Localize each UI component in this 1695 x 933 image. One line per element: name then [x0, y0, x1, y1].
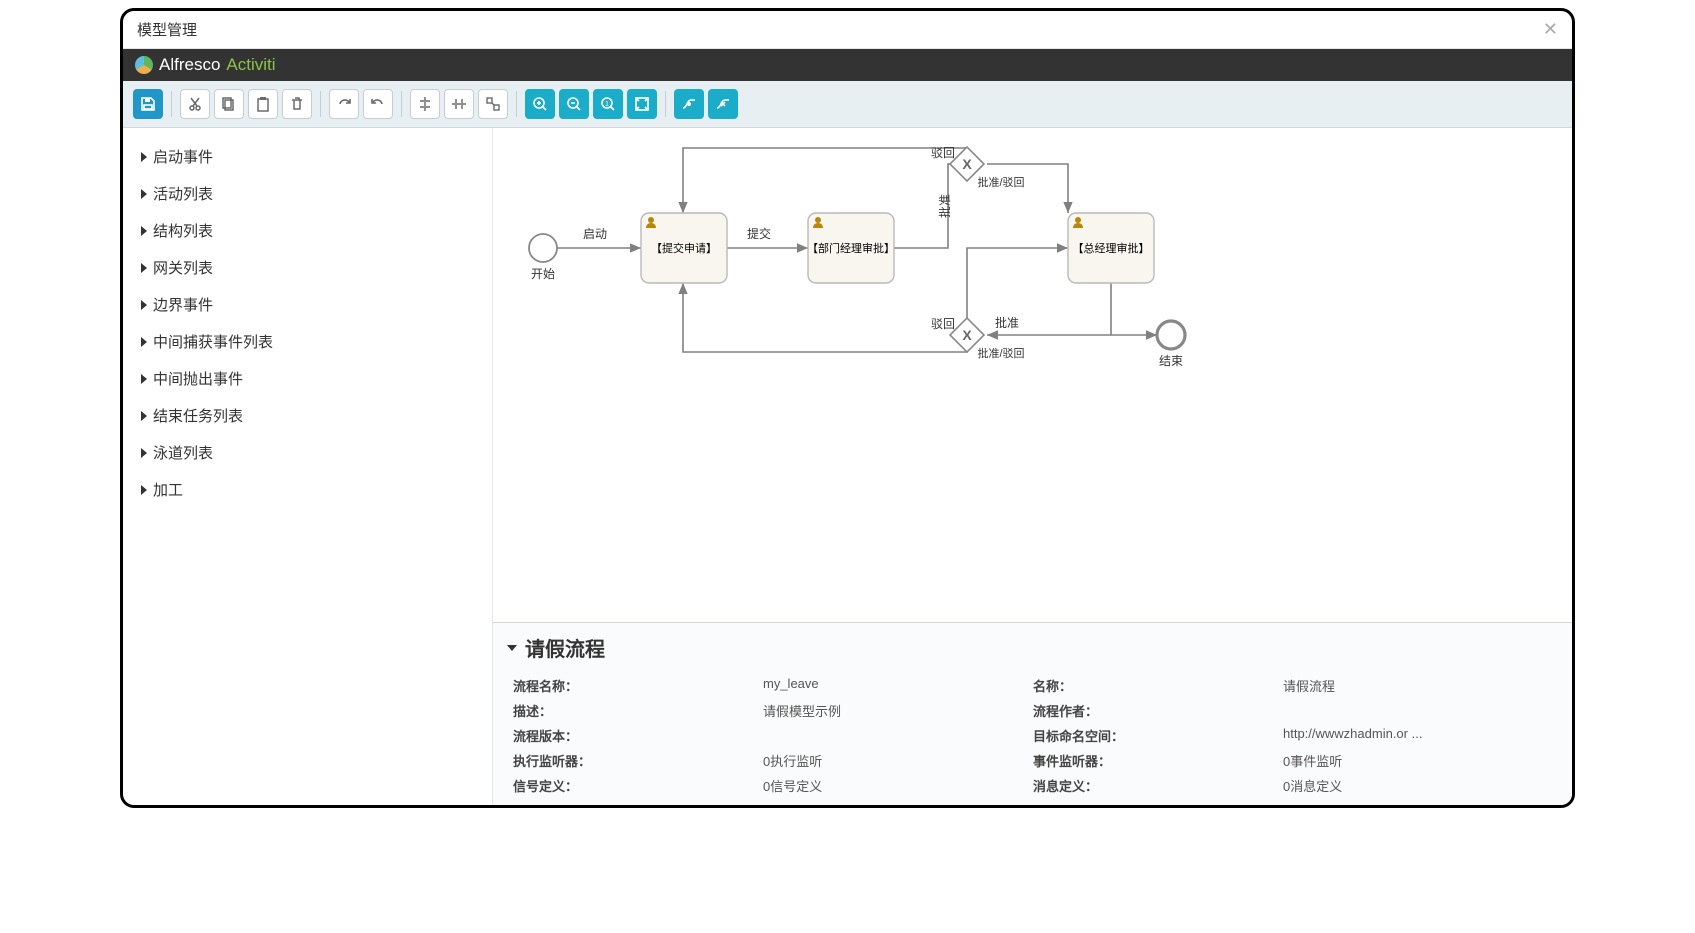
prop-value[interactable]	[1283, 701, 1572, 720]
prop-value[interactable]: my_leave	[763, 676, 1033, 695]
properties-header[interactable]: 请假流程	[493, 623, 1572, 672]
svg-text:【提交申请】: 【提交申请】	[651, 241, 717, 255]
modal-header: 模型管理 ✕	[123, 11, 1572, 49]
properties-panel: 请假流程 流程名称：my_leave名称：请假流程描述：请假模型示例流程作者：流…	[493, 622, 1572, 805]
cut-icon[interactable]	[180, 89, 210, 119]
svg-text:批准/驳回: 批准/驳回	[977, 175, 1024, 189]
svg-text:批准: 批准	[995, 315, 1019, 330]
properties-grid: 流程名称：my_leave名称：请假流程描述：请假模型示例流程作者： 流程版本： 目…	[493, 672, 1572, 805]
svg-text:【部门经理审批】: 【部门经理审批】	[807, 241, 895, 255]
palette-item-label: 结构列表	[153, 220, 213, 241]
prop-label: 流程作者：	[1033, 701, 1283, 720]
palette-item-label: 网关列表	[153, 257, 213, 278]
copy-icon[interactable]	[214, 89, 244, 119]
prop-value[interactable]: 0消息定义	[1283, 776, 1572, 795]
svg-text:批准: 批准	[937, 194, 952, 218]
zoom-out-icon[interactable]	[559, 89, 589, 119]
svg-text:驳回: 驳回	[931, 146, 955, 160]
palette-item-label: 启动事件	[153, 146, 213, 167]
toolbar: 1	[123, 81, 1572, 128]
zoom-in-icon[interactable]	[525, 89, 555, 119]
prop-label: 信号定义：	[513, 776, 763, 795]
close-icon[interactable]: ✕	[1543, 19, 1558, 40]
svg-text:开始: 开始	[531, 267, 555, 281]
svg-text:驳回: 驳回	[931, 317, 955, 331]
brand-bar: Alfresco Activiti	[123, 49, 1572, 81]
paste-icon[interactable]	[248, 89, 278, 119]
properties-title: 请假流程	[525, 633, 605, 662]
canvas[interactable]: 启动提交驳回批准驳回批准开始结束【提交申请】【部门经理审批】【总经理审批】X批准…	[493, 128, 1572, 622]
palette-item[interactable]: 泳道列表	[123, 434, 492, 471]
prop-label: 事件监听器：	[1033, 751, 1283, 770]
prop-value[interactable]: 0信号定义	[763, 776, 1033, 795]
palette-item[interactable]: 结束任务列表	[123, 397, 492, 434]
palette-item-label: 中间捕获事件列表	[153, 331, 273, 352]
zoom-actual-icon[interactable]: 1	[593, 89, 623, 119]
prop-label: 消息定义：	[1033, 776, 1283, 795]
brand-name-2: Activiti	[226, 55, 275, 75]
save-icon[interactable]	[133, 89, 163, 119]
prop-label: 流程版本：	[513, 726, 763, 745]
svg-text:提交: 提交	[747, 226, 771, 241]
brand-name-1: Alfresco	[159, 55, 220, 75]
prop-label: 目标命名空间：	[1033, 726, 1283, 745]
svg-text:启动: 启动	[583, 227, 607, 241]
remove-bend-icon[interactable]	[708, 89, 738, 119]
undo-icon[interactable]	[363, 89, 393, 119]
prop-label: 流程名称：	[513, 676, 763, 695]
palette-item[interactable]: 网关列表	[123, 249, 492, 286]
prop-value[interactable]	[763, 726, 1033, 745]
palette-item[interactable]: 边界事件	[123, 286, 492, 323]
modal-title: 模型管理	[137, 19, 197, 40]
palette-item-label: 中间抛出事件	[153, 368, 243, 389]
main-area: 启动提交驳回批准驳回批准开始结束【提交申请】【部门经理审批】【总经理审批】X批准…	[493, 128, 1572, 805]
delete-icon[interactable]	[282, 89, 312, 119]
align-h-icon[interactable]	[444, 89, 474, 119]
same-size-icon[interactable]	[478, 89, 508, 119]
prop-label: 名称：	[1033, 676, 1283, 695]
prop-value[interactable]: 请假流程	[1283, 676, 1572, 695]
palette-item[interactable]: 加工	[123, 471, 492, 508]
palette-item[interactable]: 启动事件	[123, 138, 492, 175]
brand-logo-icon	[135, 56, 153, 74]
palette-item[interactable]: 中间抛出事件	[123, 360, 492, 397]
prop-label: 执行监听器：	[513, 751, 763, 770]
palette-item-label: 边界事件	[153, 294, 213, 315]
prop-value[interactable]: 请假模型示例	[763, 701, 1033, 720]
svg-text:1: 1	[605, 101, 609, 108]
svg-text:X: X	[962, 156, 972, 172]
svg-text:结束: 结束	[1159, 354, 1183, 368]
palette-item[interactable]: 结构列表	[123, 212, 492, 249]
palette-sidebar: 启动事件活动列表结构列表网关列表边界事件中间捕获事件列表中间抛出事件结束任务列表…	[123, 128, 493, 805]
prop-value[interactable]: 0事件监听	[1283, 751, 1572, 770]
add-bend-icon[interactable]	[674, 89, 704, 119]
svg-text:【总经理审批】: 【总经理审批】	[1073, 241, 1150, 255]
prop-label: 描述：	[513, 701, 763, 720]
redo-icon[interactable]	[329, 89, 359, 119]
editor-body: 启动事件活动列表结构列表网关列表边界事件中间捕获事件列表中间抛出事件结束任务列表…	[123, 128, 1572, 805]
align-v-icon[interactable]	[410, 89, 440, 119]
palette-item-label: 活动列表	[153, 183, 213, 204]
prop-value[interactable]: 0执行监听	[763, 751, 1033, 770]
palette-item-label: 泳道列表	[153, 442, 213, 463]
prop-value[interactable]: http://wwwzhadmin.or ...	[1283, 726, 1572, 745]
zoom-fit-icon[interactable]	[627, 89, 657, 119]
svg-text:批准/驳回: 批准/驳回	[977, 346, 1024, 360]
svg-text:X: X	[962, 327, 972, 343]
diagram-svg: 启动提交驳回批准驳回批准开始结束【提交申请】【部门经理审批】【总经理审批】X批准…	[493, 128, 1572, 608]
modal-window: 模型管理 ✕ Alfresco Activiti 1 启动事件活动列表结构列表网…	[120, 8, 1575, 808]
palette-item[interactable]: 活动列表	[123, 175, 492, 212]
palette-item-label: 结束任务列表	[153, 405, 243, 426]
palette-item-label: 加工	[153, 479, 183, 500]
palette-item[interactable]: 中间捕获事件列表	[123, 323, 492, 360]
